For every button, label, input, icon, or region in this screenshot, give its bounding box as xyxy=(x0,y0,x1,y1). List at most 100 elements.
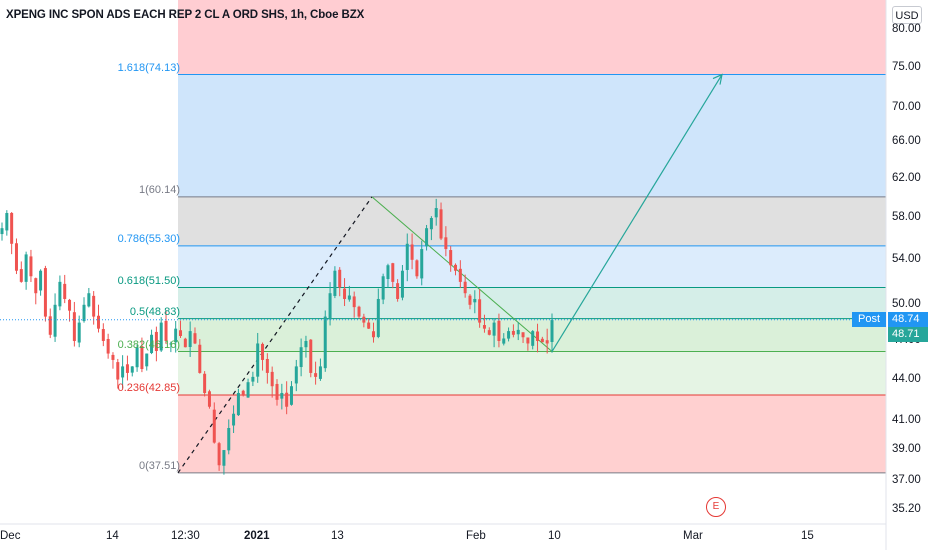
candle-body xyxy=(14,243,18,271)
candle-body xyxy=(48,316,52,335)
candle-body xyxy=(338,269,342,288)
candle-body xyxy=(531,331,535,346)
earnings-event-marker[interactable]: E xyxy=(706,497,726,517)
price-tick-label: 80.00 xyxy=(892,23,921,35)
candle-body xyxy=(207,391,211,407)
projection-arrowhead xyxy=(712,73,723,85)
candle-body xyxy=(217,443,221,466)
candle-body xyxy=(179,330,183,337)
time-tick-label: 10 xyxy=(548,530,561,542)
price-tick-label: 37.00 xyxy=(892,473,921,486)
candle-body xyxy=(328,293,332,320)
candle-body xyxy=(261,343,265,360)
price-tick-label: 70.00 xyxy=(892,101,921,114)
candle-body xyxy=(507,331,511,339)
candle-body xyxy=(487,330,491,335)
candle-body xyxy=(5,213,9,231)
candle-body xyxy=(425,228,429,247)
candle-body xyxy=(43,268,47,317)
candle-body xyxy=(376,298,380,337)
fib-label-0-5: 0.5(48.83) xyxy=(129,305,180,318)
candle-body xyxy=(87,293,91,307)
candle-body xyxy=(318,366,322,379)
candle-body xyxy=(280,392,284,399)
candle-body xyxy=(106,338,110,354)
candle-body xyxy=(203,373,207,393)
candle-body xyxy=(333,270,337,296)
candle-body xyxy=(304,340,308,348)
candle-body xyxy=(396,283,400,299)
candle-body xyxy=(19,269,23,282)
candle-body xyxy=(116,362,120,380)
candle-body xyxy=(323,316,327,369)
fib-label-0-236: 0.236(42.85) xyxy=(117,382,180,395)
time-tick-label: 14 xyxy=(106,530,119,542)
time-tick-label: Feb xyxy=(466,530,486,542)
candle-body xyxy=(434,208,438,218)
fib-label-1: 1(60.14) xyxy=(139,183,180,196)
candle-body xyxy=(463,281,467,294)
fib-zone-3 xyxy=(178,245,886,288)
candle-body xyxy=(468,295,472,305)
fib-zone-0 xyxy=(178,0,886,75)
price-tick-label: 58.00 xyxy=(892,211,921,224)
candle-body xyxy=(212,409,216,443)
candle-body xyxy=(357,306,361,317)
candle-body xyxy=(473,298,477,303)
candle-body xyxy=(159,322,163,351)
candle-body xyxy=(198,344,202,373)
candle-body xyxy=(309,339,313,373)
candle-body xyxy=(39,270,43,291)
time-tick-label: 12:30 xyxy=(171,530,200,542)
candle-body xyxy=(545,340,549,344)
candle-body xyxy=(550,320,554,342)
candle-body xyxy=(492,322,496,336)
candle-body xyxy=(511,330,515,335)
price-tick-label: 50.00 xyxy=(892,297,921,310)
candle-body xyxy=(34,278,38,294)
trend-dashed-line xyxy=(177,196,373,474)
price-tick-label: 41.00 xyxy=(892,413,921,426)
candle-body xyxy=(502,338,506,344)
currency-button[interactable]: USD xyxy=(892,6,922,24)
candle-body xyxy=(367,322,371,329)
candle-body xyxy=(391,263,395,282)
price-tick-label: 39.00 xyxy=(892,443,921,456)
candle-body xyxy=(439,209,443,239)
candle-body xyxy=(232,413,236,426)
candle-body xyxy=(294,366,298,384)
candle-body xyxy=(0,228,4,235)
candle-body xyxy=(449,250,453,266)
candle-body xyxy=(458,268,462,282)
candle-body xyxy=(265,358,269,373)
candle-body xyxy=(251,376,255,382)
candle-body xyxy=(241,390,245,396)
fib-label-1-618: 1.618(74.13) xyxy=(117,61,180,74)
candle-body xyxy=(521,332,525,338)
candle-body xyxy=(526,337,530,344)
candle-body xyxy=(482,325,486,329)
fib-trend-lines[interactable] xyxy=(177,73,723,474)
candle-body xyxy=(77,322,81,343)
candle-body xyxy=(454,264,458,271)
fib-zone-1 xyxy=(178,74,886,197)
candle-body xyxy=(140,346,144,370)
fib-zone-6 xyxy=(178,351,886,396)
candle-body xyxy=(352,296,356,308)
candle-body xyxy=(516,329,520,335)
candle-body xyxy=(58,281,62,307)
fib-label-0-382: 0.382(46.16) xyxy=(117,338,180,351)
last-price-tag: 48.71 xyxy=(888,327,928,343)
candle-body xyxy=(96,315,100,329)
price-tick-label: 44.00 xyxy=(892,372,921,385)
candle-body xyxy=(256,343,260,377)
trend-retrace-line xyxy=(371,196,553,352)
candle-body xyxy=(92,295,96,317)
candle-body xyxy=(429,218,433,230)
candle-body xyxy=(415,260,419,277)
candle-body xyxy=(125,364,129,373)
candle-body xyxy=(246,382,250,398)
candle-body xyxy=(536,331,540,341)
candle-body xyxy=(371,331,375,338)
